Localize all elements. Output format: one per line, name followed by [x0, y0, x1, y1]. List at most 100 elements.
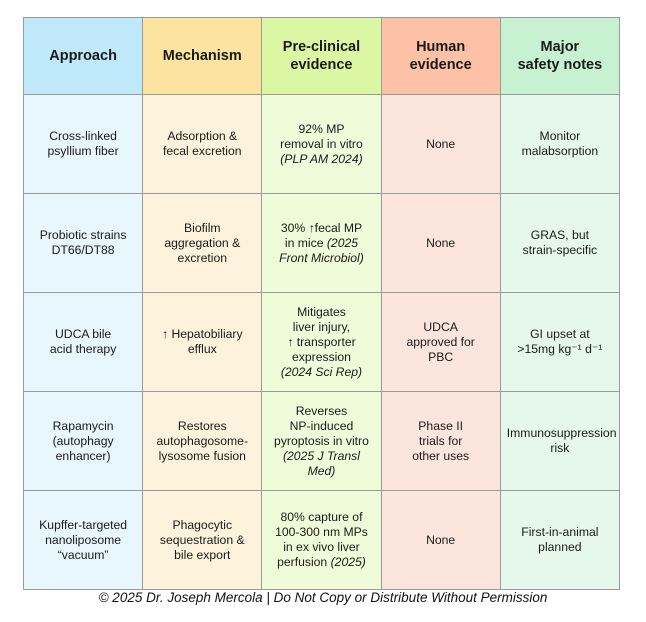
cell-text: removal in vitro: [280, 136, 363, 151]
cell-text: enhancer): [55, 448, 111, 463]
cell-preclinical-evidence: 80% capture of 100-300 nm MPs in ex vivo l…: [261, 490, 382, 590]
cell-text: Phase II: [418, 418, 464, 433]
cell-text: >15mg kg⁻¹ d⁻¹: [517, 342, 603, 356]
cell-text: Phagocytic: [172, 517, 233, 532]
cell-text: risk: [550, 441, 570, 455]
cell-text: Restores: [177, 418, 227, 433]
cell-text: GI upset at: [530, 327, 590, 341]
header-text-line: Human: [416, 39, 466, 55]
cell-text: Rapamycin: [52, 418, 114, 433]
cell-human-evidence: None: [380, 94, 501, 194]
cell-human-evidence: None: [380, 490, 501, 590]
cell-text: liver injury,: [292, 319, 351, 334]
cell-text: trials for: [418, 433, 463, 448]
cell-text: perfusion: [277, 555, 331, 569]
header-text-line: Approach: [49, 48, 117, 64]
cell-text: strain-specific: [522, 243, 598, 257]
cell-mechanism: Phagocytic sequestration & bile export: [142, 490, 263, 590]
cell-text: psyllium fiber: [47, 144, 119, 158]
header-approach: Approach: [22, 17, 144, 95]
cell-text: excretion: [177, 250, 227, 265]
cell-text: ↑ Hepatobiliary: [161, 327, 243, 341]
cell-text: “vacuum”: [57, 547, 109, 562]
table-row: UDCA bile acid therapy ↑ Hepatobiliary effl…: [22, 292, 621, 392]
cell-approach: UDCA bile acid therapy: [22, 292, 144, 392]
cell-text: Reverses: [295, 403, 348, 418]
comparison-table: Approach Mechanism Pre-clinical evidence …: [22, 17, 621, 590]
cell-text: 80% capture of: [280, 510, 363, 524]
cell-text: NP-induced: [289, 418, 354, 433]
cell-text: Cross-linked: [49, 129, 117, 143]
cell-text: UDCA: [423, 319, 458, 334]
table-row: Probiotic strains DT66/DT88 Biofilm aggrega…: [22, 193, 621, 293]
table-header-row: Approach Mechanism Pre-clinical evidence …: [22, 17, 621, 95]
cell-mechanism: ↑ Hepatobiliary efflux: [142, 292, 263, 392]
cell-text: DT66/DT88: [51, 243, 115, 257]
cell-safety-notes: Monitor malabsorption: [499, 94, 621, 194]
cell-preclinical-evidence: Reverses NP-induced pyroptosis in vitro (20…: [261, 391, 382, 491]
cell-text: Immunosuppression: [506, 426, 617, 440]
cell-text: sequestration &: [159, 532, 245, 547]
cell-preclinical-evidence: Mitigates liver injury, ↑ transporter expre…: [261, 292, 382, 392]
table-body: Cross-linked psyllium fiber Adsorption & fe…: [22, 94, 621, 590]
copyright-footer: © 2025 Dr. Joseph Mercola | Do Not Copy …: [98, 590, 548, 605]
cell-text: bile export: [174, 547, 231, 562]
cell-text: autophagosome-: [156, 433, 249, 448]
cell-text: None: [426, 235, 456, 250]
cell-human-evidence: UDCA approved for PBC: [380, 292, 501, 392]
header-safety-notes: Major safety notes: [499, 17, 621, 95]
cell-text: lysosome fusion: [158, 448, 246, 463]
header-text-line: safety notes: [517, 57, 603, 73]
table-row: Rapamycin (autophagy enhancer) Restores auto…: [22, 391, 621, 491]
cell-text: Monitor: [539, 129, 581, 143]
comparison-table-container: Approach Mechanism Pre-clinical evidence …: [22, 17, 621, 590]
cell-text: Mitigates: [297, 304, 346, 319]
header-text-line: evidence: [290, 57, 353, 73]
cell-safety-notes: Immunosuppression risk: [499, 391, 621, 491]
cell-text: GRAS, but: [530, 228, 589, 242]
cell-approach: Kupffer-targeted nanoliposome “vacuum”: [22, 490, 144, 590]
cell-text: Adsorption &: [167, 129, 238, 143]
cell-text: None: [426, 532, 456, 547]
cell-text: UDCA bile: [54, 327, 112, 341]
header-text-line: Mechanism: [162, 48, 242, 64]
cell-mechanism: Restores autophagosome-lysosome fusion: [142, 391, 263, 491]
cell-text: other uses: [412, 448, 470, 463]
cell-preclinical-evidence: 30% ↑fecal MP in mice (2025 Front Microbio…: [261, 193, 382, 293]
header-text-line: evidence: [409, 57, 472, 73]
cell-approach: Probiotic strains DT66/DT88: [22, 193, 144, 293]
cell-approach: Cross-linked psyllium fiber: [22, 94, 144, 194]
cell-text: fecal excretion: [162, 144, 242, 158]
cell-text: expression: [291, 349, 351, 364]
cell-text: planned: [538, 540, 582, 554]
cell-text: 92% MP: [298, 121, 345, 136]
cell-text: (PLP AM 2024): [280, 151, 363, 166]
cell-human-evidence: None: [380, 193, 501, 293]
cell-text: pyroptosis in vitro: [274, 433, 369, 448]
cell-safety-notes: GRAS, but strain-specific: [499, 193, 621, 293]
cell-human-evidence: Phase II trials for other uses: [380, 391, 501, 491]
cell-text: Probiotic strains: [39, 228, 127, 242]
header-human-evidence: Human evidence: [380, 17, 501, 95]
cell-text: 30% ↑fecal MP: [280, 220, 363, 235]
table-row: Cross-linked psyllium fiber Adsorption & fe…: [22, 94, 621, 194]
cell-text: in ex vivo liver: [283, 540, 360, 554]
cell-text: (2025 J Transl: [282, 448, 360, 463]
cell-text: (autophagy: [52, 433, 114, 448]
cell-text: (2025): [330, 555, 366, 569]
cell-approach: Rapamycin (autophagy enhancer): [22, 391, 144, 491]
cell-text: Front Microbiol): [279, 250, 364, 265]
header-text-line: Pre-clinical: [282, 39, 361, 55]
cell-text: First-in-animal: [521, 525, 599, 539]
cell-text: Kupffer-targeted: [39, 517, 128, 532]
table-row: Kupffer-targeted nanoliposome “vacuum” Phag…: [22, 490, 621, 590]
cell-text: ↑ transporter: [287, 334, 356, 349]
cell-text: Biofilm: [183, 220, 221, 235]
cell-text: efflux: [187, 342, 217, 356]
cell-mechanism: Adsorption & fecal excretion: [142, 94, 263, 194]
cell-text: (2024 Sci Rep): [280, 364, 363, 379]
cell-text: Med): [307, 463, 336, 478]
cell-text: malabsorption: [521, 144, 599, 158]
cell-preclinical-evidence: 92% MP removal in vitro (PLP AM 2024): [261, 94, 382, 194]
cell-text: approved for: [406, 334, 475, 349]
